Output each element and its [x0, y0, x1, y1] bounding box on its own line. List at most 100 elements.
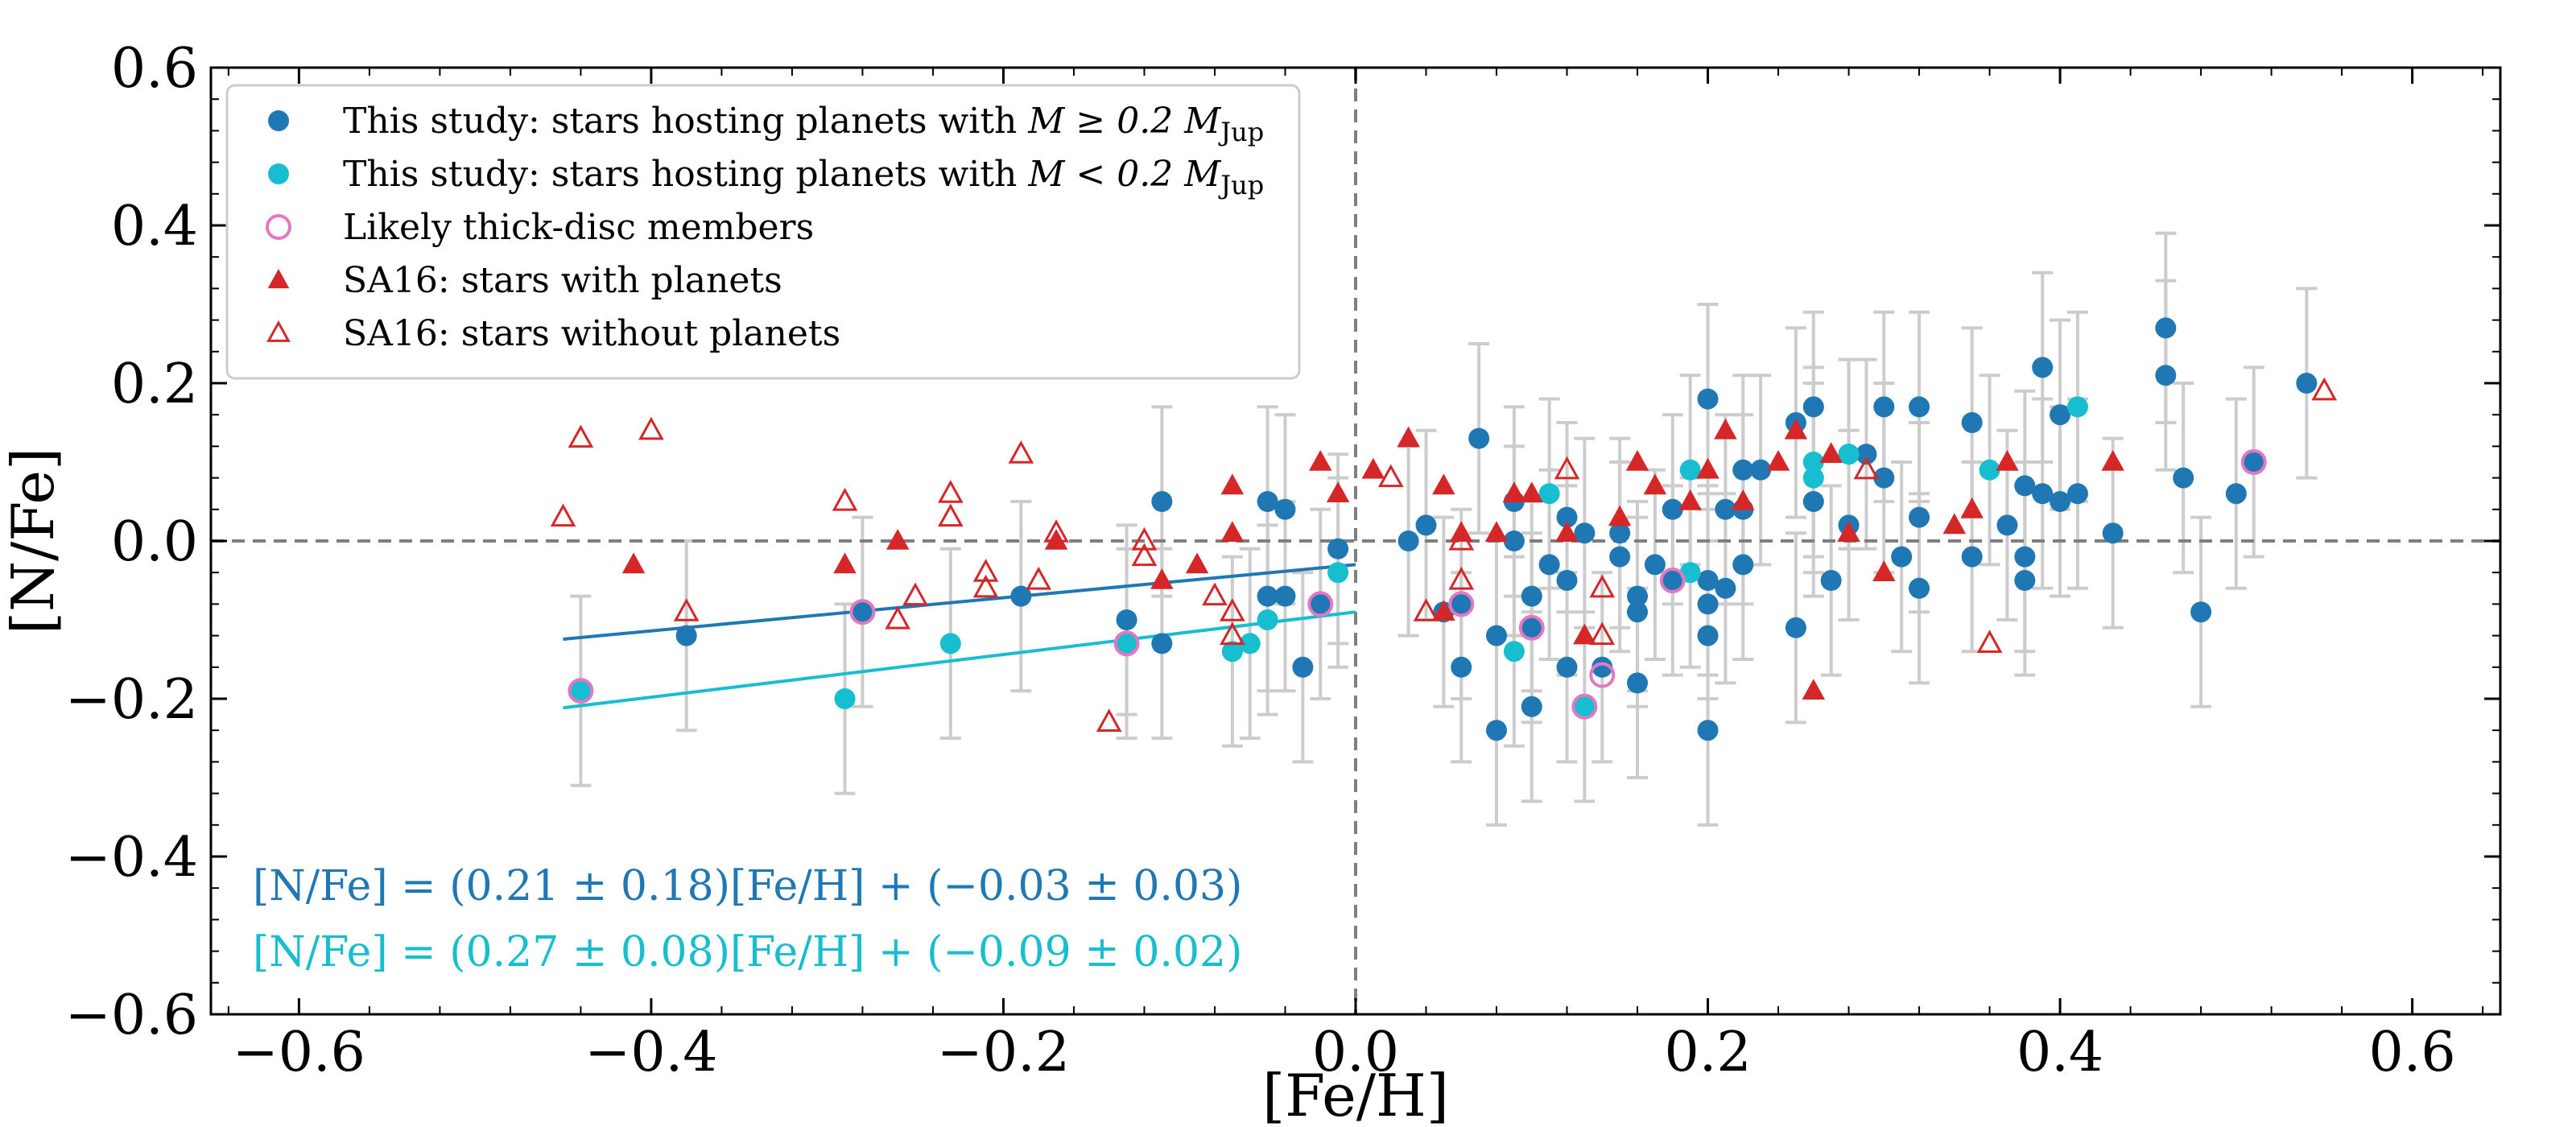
data-point-sa16-without-planets: [2311, 377, 2338, 401]
legend-marker-low_mass: [268, 163, 289, 184]
data-point-massive: [1415, 514, 1437, 536]
data-point-massive: [1802, 396, 1824, 418]
data-point-sa16-without-planets: [1589, 621, 1616, 646]
data-point-massive: [2173, 467, 2194, 489]
data-point-massive: [1873, 467, 1895, 489]
data-point-low_mass: [834, 688, 856, 709]
data-point-massive: [1538, 554, 1560, 576]
data-point-low_mass: [1503, 641, 1525, 663]
legend-marker-sa16-with: [267, 269, 290, 289]
data-point-sa16-with-planets: [1308, 450, 1332, 471]
data-point-massive: [1521, 617, 1542, 638]
legend-marker-sa16-without: [266, 320, 291, 342]
legend-label-subscript: Jup: [1218, 170, 1264, 200]
data-point-thick-disc: [1448, 591, 1475, 617]
data-point-massive: [1327, 538, 1349, 559]
y-tick-label: 0.4: [111, 195, 198, 258]
data-point-massive: [2066, 483, 2088, 505]
data-point-sa16-without-planets: [1008, 440, 1034, 464]
y-axis-label: [N/Fe]: [0, 448, 67, 634]
data-point-sa16-with-planets: [1942, 513, 1967, 535]
data-point-massive: [1451, 593, 1472, 615]
data-point-massive: [1521, 696, 1542, 717]
data-point-sa16-with-planets: [1555, 521, 1579, 542]
data-point-low_mass: [1538, 483, 1560, 505]
x-tick-label: −0.2: [937, 1021, 1070, 1084]
data-point-massive: [1820, 570, 1842, 591]
data-point-massive: [1662, 570, 1683, 591]
data-point-sa16-with-planets: [1220, 521, 1245, 542]
data-point-massive: [2014, 570, 2036, 591]
data-point-thick-disc: [1659, 568, 1686, 593]
data-point-massive: [1609, 522, 1631, 544]
y-tick-label: 0.0: [111, 510, 198, 574]
x-tick-label: −0.6: [233, 1021, 365, 1084]
data-point-thick-disc: [1518, 614, 1545, 641]
data-point-massive: [1451, 656, 1472, 678]
data-point-massive: [2243, 452, 2264, 473]
data-point-massive: [1521, 585, 1542, 607]
y-tick-label: −0.4: [65, 826, 198, 890]
data-point-massive: [1750, 459, 1772, 481]
data-point-sa16-without-planets: [972, 574, 999, 598]
data-point-massive: [1274, 585, 1296, 607]
data-point-low_mass: [1838, 444, 1860, 465]
data-point-massive: [1503, 530, 1525, 551]
fit-equation-low_mass: [N/Fe] = (0.27 ± 0.08)[Fe/H] + (−0.09 ± …: [253, 928, 1242, 976]
data-point-massive: [1627, 585, 1649, 607]
data-point-massive: [1873, 396, 1895, 418]
data-point-massive: [1151, 633, 1173, 654]
data-point-massive: [2155, 317, 2177, 339]
data-point-sa16-with-planets: [1484, 521, 1509, 542]
data-point-massive: [1310, 593, 1331, 615]
data-point-sa16-with-planets: [1502, 481, 1526, 502]
data-point-massive: [1151, 491, 1173, 512]
data-point-massive: [1010, 585, 1032, 607]
legend-label: Likely thick-disc members: [343, 207, 814, 248]
data-point-sa16-with-planets: [2101, 450, 2124, 471]
fit-line-massive: [563, 563, 1356, 642]
data-point-low_mass: [1221, 641, 1243, 663]
legend-box: [225, 84, 1301, 380]
data-point-massive: [852, 601, 873, 623]
data-point-sa16-with-planets: [1766, 450, 1790, 471]
legend-label-prefix: This study: stars hosting planets with: [343, 101, 1028, 142]
legend-label: This study: stars hosting planets with M…: [343, 101, 1264, 147]
y-tick-label: −0.2: [65, 668, 198, 732]
data-point-massive: [1715, 498, 1736, 520]
data-point-massive: [1627, 601, 1649, 623]
x-tick-label: 0.4: [2017, 1021, 2103, 1084]
data-point-massive: [2225, 483, 2247, 505]
legend-marker-thick-disc: [266, 214, 291, 240]
data-point-sa16-without-planets: [1220, 621, 1245, 646]
data-point-massive: [1909, 396, 1930, 418]
fit-lines: [563, 563, 1356, 710]
data-point-low_mass: [1239, 633, 1261, 654]
data-point-low_mass: [2066, 396, 2088, 418]
data-point-sa16-with-planets: [1732, 489, 1755, 510]
data-point-massive: [2102, 522, 2124, 544]
data-point-sa16-without-planets: [1377, 464, 1404, 488]
data-point-sa16-without-planets: [1220, 598, 1245, 621]
data-point-sa16-without-planets: [1853, 456, 1880, 480]
data-point-sa16-without-planets: [972, 559, 999, 582]
data-point-massive: [1257, 491, 1278, 512]
data-point-thick-disc: [568, 678, 594, 704]
fit-equation-massive: [N/Fe] = (0.21 ± 0.18)[Fe/H] + (−0.03 ± …: [253, 862, 1242, 910]
data-point-sa16-with-planets: [1361, 457, 1385, 479]
data-point-massive: [1909, 577, 1930, 599]
data-point-sa16-without-planets: [673, 598, 700, 621]
data-point-massive: [2032, 357, 2054, 378]
data-point-sa16-without-planets: [1131, 543, 1158, 567]
data-point-massive: [1556, 506, 1578, 528]
data-point-sa16-without-planets: [902, 582, 928, 606]
data-point-massive: [2190, 601, 2212, 623]
data-point-sa16-with-planets: [1520, 481, 1544, 502]
data-point-sa16-with-planets: [1996, 450, 2019, 471]
data-point-massive: [1486, 625, 1508, 646]
data-point-massive: [2050, 491, 2071, 512]
data-point-sa16-with-planets: [621, 552, 646, 574]
axes: −0.6 −0.4 −0.2 0.0 0.2 0.4 0.6 −0.6 −0.4 −0.2 0.0 0…: [0, 37, 2502, 1127]
data-point-sa16-with-planets: [1625, 450, 1649, 471]
data-point-sa16-without-planets: [1448, 566, 1475, 590]
